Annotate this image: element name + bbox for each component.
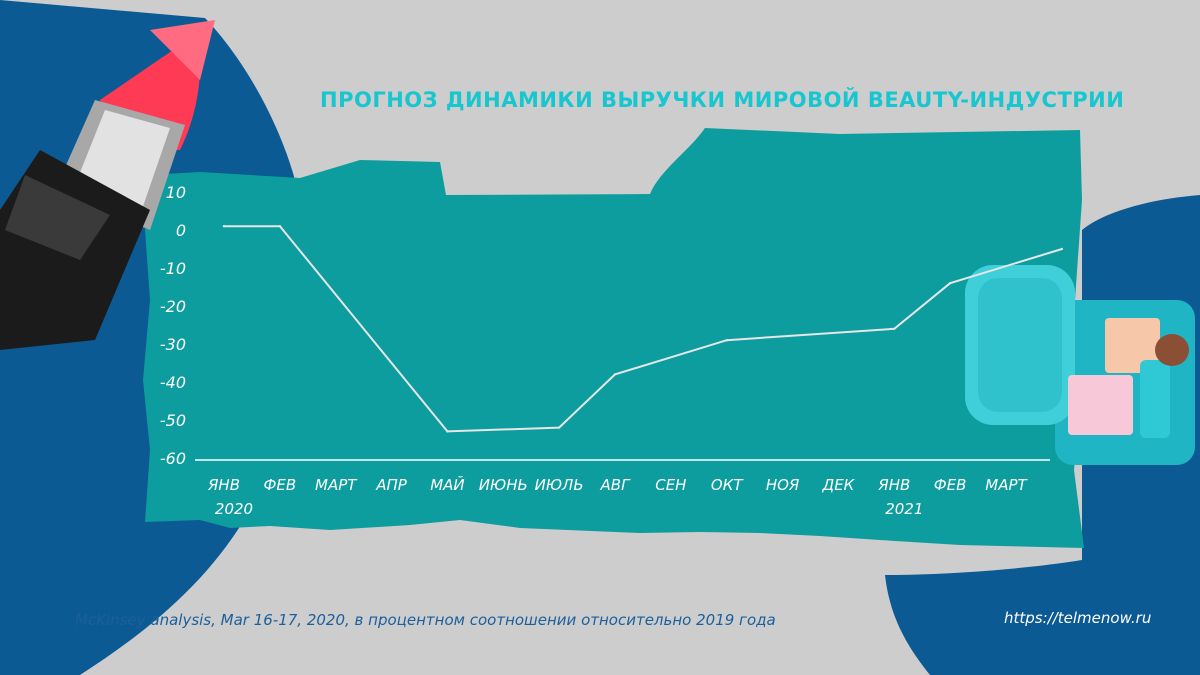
x-tick-label: ИЮНЬ	[479, 476, 528, 494]
x-tick-label: ФЕВ	[264, 476, 297, 494]
lipstick-image	[0, 20, 215, 350]
x-tick-label: ИЮЛЬ	[535, 476, 584, 494]
y-tick-label: -40	[160, 373, 186, 392]
year-label: 2020	[215, 500, 253, 518]
chart-title: ПРОГНОЗ ДИНАМИКИ ВЫРУЧКИ МИРОВОЙ BEAUTY-…	[320, 88, 1125, 112]
teal-chart-panel	[143, 128, 1084, 548]
data-point	[725, 339, 728, 342]
x-tick-label: АПР	[375, 476, 408, 494]
data-points	[222, 225, 1064, 433]
x-tick-label: ДЕК	[821, 476, 855, 494]
y-tick-label: -20	[160, 297, 186, 316]
x-tick-label: МАЙ	[430, 475, 464, 494]
y-axis-ticks: 10 0 -10 -20 -30 -40 -50 -60	[160, 183, 186, 468]
x-tick-label: МАРТ	[985, 476, 1028, 494]
source-note: McKinsey analysis, Mar 16-17, 2020, в пр…	[75, 611, 776, 629]
data-point	[1060, 247, 1064, 251]
x-tick-label: ОКТ	[711, 476, 744, 494]
x-tick-label: ФЕВ	[934, 476, 967, 494]
y-tick-label: -60	[160, 449, 186, 468]
x-tick-label: НОЯ	[766, 476, 800, 494]
y-tick-label: -10	[160, 259, 186, 278]
data-point	[222, 225, 226, 228]
data-point	[613, 373, 617, 376]
y-tick-label: -50	[160, 411, 186, 430]
x-tick-label: ЯНВ	[207, 476, 240, 494]
y-tick-label: -30	[160, 335, 186, 354]
x-tick-label: ЯНВ	[877, 476, 910, 494]
x-tick-label: МАРТ	[315, 476, 358, 494]
data-point	[948, 282, 952, 285]
year-label: 2021	[885, 500, 923, 518]
data-point	[557, 426, 561, 429]
y-tick-label: 0	[176, 221, 186, 240]
site-url: https://telmenow.ru	[1004, 609, 1152, 627]
data-point	[278, 225, 282, 228]
x-tick-label: АВГ	[600, 476, 632, 494]
makeup-compact-image	[965, 265, 1195, 465]
y-tick-label: 10	[166, 183, 186, 202]
x-axis-ticks: ЯНВ ФЕВ МАРТ АПР МАЙ ИЮНЬ ИЮЛЬ АВГ СЕН ОКТ НОЯ ДЕК Я…	[207, 475, 1029, 518]
data-point	[446, 430, 449, 433]
x-tick-label: СЕН	[655, 476, 686, 494]
data-point	[893, 327, 896, 330]
revenue-series-line	[224, 225, 1063, 433]
